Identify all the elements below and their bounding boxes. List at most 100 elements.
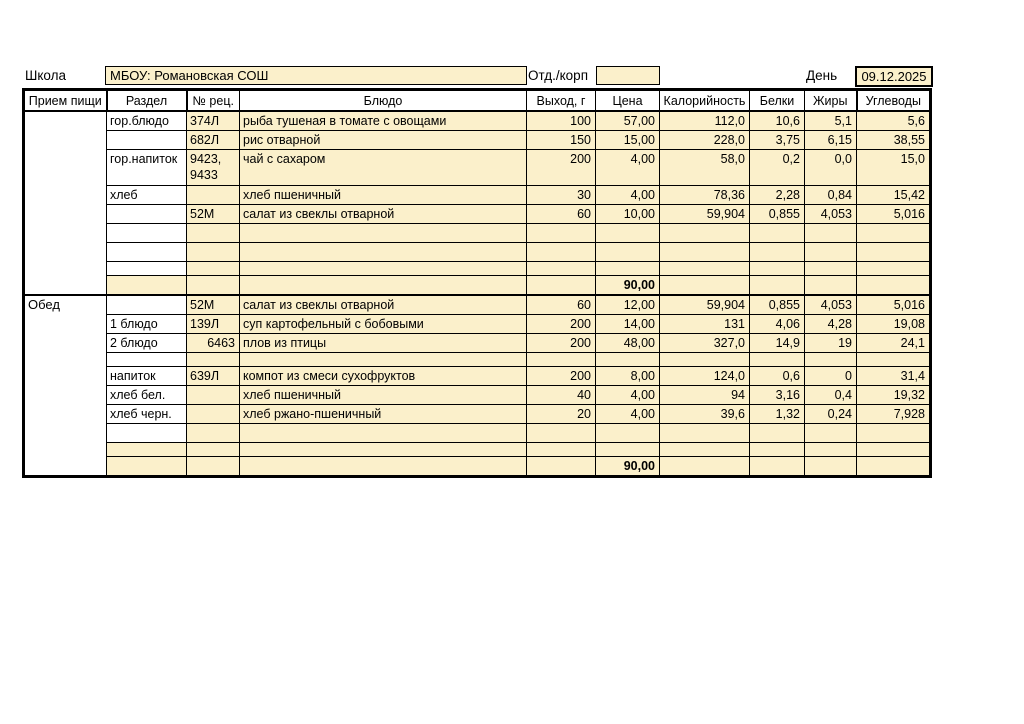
cell-dish: рис отварной [239, 130, 527, 150]
cell-output-grams: 60 [526, 204, 596, 224]
cell-fat: 4,053 [804, 204, 857, 224]
cell-carbs [856, 223, 931, 243]
dept-label: Отд./корп [528, 68, 588, 83]
cell-carbs: 19,32 [856, 385, 931, 405]
cell-razdel: хлеб бел. [106, 385, 187, 405]
menu-row: хлеб бел. хлеб пшеничный 40 4,00 94 3,16 0,4 19… [24, 385, 931, 405]
cell-price: 4,00 [595, 149, 660, 186]
cell-carbs [856, 442, 931, 457]
column-header: Раздел [105, 88, 188, 112]
cell-price: 4,00 [595, 185, 660, 205]
cell-carbs [856, 275, 931, 296]
cell-protein [749, 423, 805, 443]
cell-dish: хлеб пшеничный [239, 185, 527, 205]
cell-output-grams: 200 [526, 149, 596, 186]
cell-carbs: 5,016 [856, 294, 931, 315]
cell-output-grams [526, 423, 596, 443]
cell-carbs: 38,55 [856, 130, 931, 150]
cell-protein: 0,2 [749, 149, 805, 186]
menu-row: хлеб хлеб пшеничный 30 4,00 78,36 2,28 0,84 15,… [24, 185, 931, 205]
cell-calories: 228,0 [659, 130, 750, 150]
menu-row: 52М салат из свеклы отварной 60 10,00 59,904… [24, 204, 931, 224]
cell-fat: 6,15 [804, 130, 857, 150]
cell-protein: 4,06 [749, 314, 805, 334]
menu-row [24, 242, 931, 262]
cell-dish: рыба тушеная в томате с овощами [239, 110, 527, 131]
cell-calories: 131 [659, 314, 750, 334]
cell-carbs: 15,0 [856, 149, 931, 186]
cell-carbs [856, 242, 931, 262]
cell-recipe-number [186, 404, 240, 424]
day-label: День [806, 68, 838, 83]
cell-razdel [106, 204, 187, 224]
cell-output-grams [526, 242, 596, 262]
cell-razdel [106, 223, 187, 243]
menu-row: 682Л рис отварной 150 15,00 228,0 3,75 6,15 38,… [24, 130, 931, 150]
cell-price: 48,00 [595, 333, 660, 353]
cell-dish [239, 223, 527, 243]
day-field[interactable]: 09.12.2025 [855, 66, 933, 87]
cell-fat: 19 [804, 333, 857, 353]
menu-row: Обед 52М салат из свеклы отварной 60 12,00 59… [23, 294, 931, 477]
menu-row: гор.напиток 9423, 9433 чай с сахаром 200 4,0… [24, 149, 931, 186]
cell-calories [659, 275, 750, 296]
column-header: № рец. [186, 89, 240, 112]
school-field[interactable]: МБОУ: Романовская СОШ [105, 66, 527, 85]
cell-recipe-number [186, 261, 240, 276]
cell-carbs [856, 456, 931, 477]
cell-fat: 5,1 [804, 110, 857, 131]
cell-output-grams: 200 [526, 366, 596, 386]
cell-output-grams [526, 456, 596, 477]
column-header: Блюдо [239, 89, 527, 112]
cell-razdel [106, 352, 187, 367]
column-header: Белки [749, 89, 805, 112]
cell-protein: 3,16 [749, 385, 805, 405]
menu-row [24, 223, 931, 243]
cell-razdel: хлеб черн. [106, 404, 187, 424]
cell-razdel [106, 294, 187, 315]
dept-field[interactable] [596, 66, 660, 85]
cell-price [595, 423, 660, 443]
cell-dish: хлеб ржано-пшеничный [239, 404, 527, 424]
menu-row: 2 блюдо 6463 плов из птицы 200 48,00 327,0 14,… [24, 333, 931, 353]
cell-razdel: хлеб [106, 185, 187, 205]
cell-dish [239, 275, 527, 296]
cell-calories [659, 223, 750, 243]
cell-price [595, 442, 660, 457]
cell-recipe-number: 374Л [186, 110, 240, 131]
cell-recipe-number [186, 352, 240, 367]
cell-dish: компот из смеси сухофруктов [239, 366, 527, 386]
cell-protein: 14,9 [749, 333, 805, 353]
total-row: 90,00 [24, 275, 931, 296]
menu-row: 1 блюдо 139Л суп картофельный с бобовыми 20… [24, 314, 931, 334]
cell-protein: 1,32 [749, 404, 805, 424]
cell-calories: 59,904 [659, 294, 750, 315]
cell-razdel [106, 130, 187, 150]
column-header: Углеводы [855, 88, 932, 112]
cell-recipe-number: 682Л [186, 130, 240, 150]
cell-dish [239, 261, 527, 276]
cell-calories: 78,36 [659, 185, 750, 205]
cell-dish [239, 242, 527, 262]
cell-dish [239, 352, 527, 367]
cell-dish [239, 456, 527, 477]
cell-dish [239, 423, 527, 443]
cell-calories: 124,0 [659, 366, 750, 386]
cell-carbs [856, 261, 931, 276]
cell-price: 10,00 [595, 204, 660, 224]
cell-carbs: 5,016 [856, 204, 931, 224]
column-header: Выход, г [526, 89, 596, 112]
cell-razdel [106, 456, 187, 477]
cell-calories: 58,0 [659, 149, 750, 186]
cell-fat: 0,84 [804, 185, 857, 205]
cell-recipe-number [186, 242, 240, 262]
cell-fat [804, 242, 857, 262]
cell-recipe-number: 6463 [186, 333, 240, 353]
meal-cell [23, 110, 107, 296]
column-header: Прием пищи [23, 89, 107, 112]
cell-razdel [106, 442, 187, 457]
cell-razdel [106, 275, 187, 296]
cell-razdel: 1 блюдо [106, 314, 187, 334]
cell-protein [749, 456, 805, 477]
